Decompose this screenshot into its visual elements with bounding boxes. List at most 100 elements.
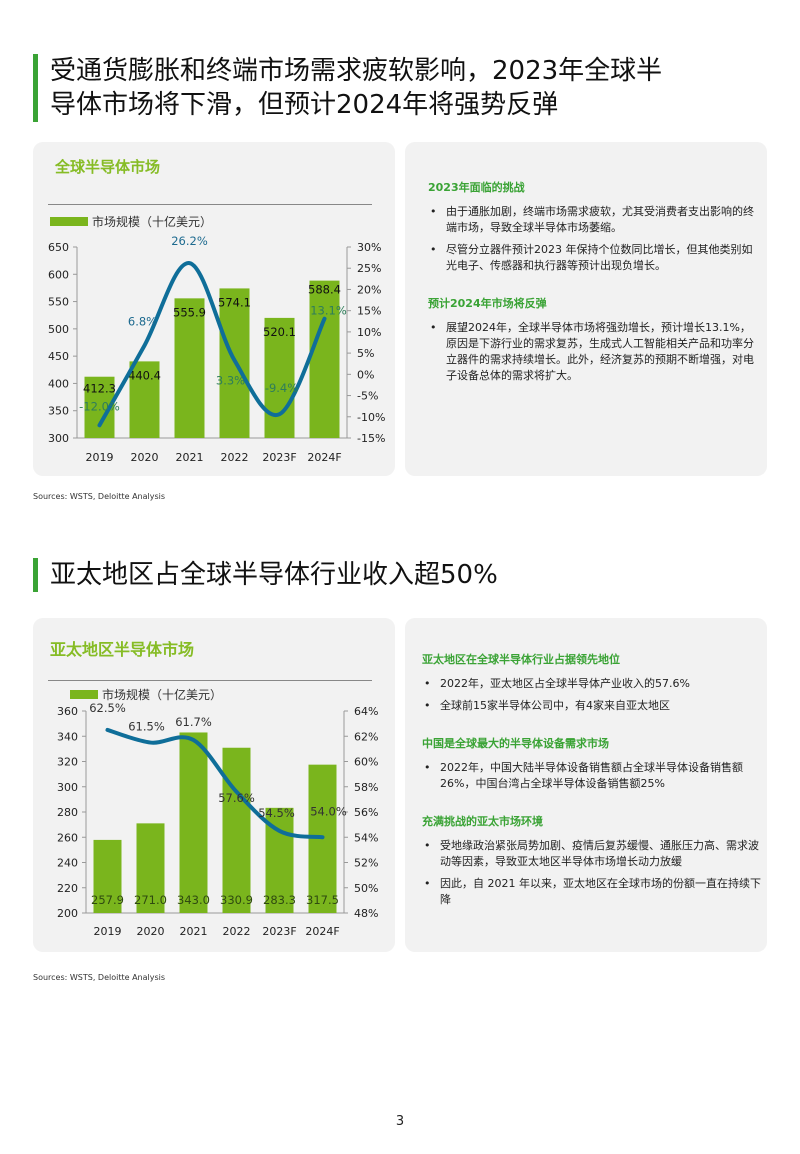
bar: [309, 280, 340, 438]
bullet-item: 展望2024年，全球半导体市场将强劲增长，预计增长13.1%，原因是下游行业的需…: [428, 320, 758, 384]
left-tick-label: 550: [48, 296, 69, 309]
divider: [48, 204, 372, 205]
bullet-list: 受地缘政治紧张局势加剧、疫情后复苏缓慢、通胀压力高、需求波动等因素，导致亚太地区…: [422, 838, 762, 908]
bar-value-label: 520.1: [263, 325, 296, 339]
left-tick-label: 500: [48, 323, 69, 336]
legend-swatch: [70, 690, 98, 699]
right-tick-label: 30%: [357, 241, 381, 254]
line-value-label: 13.1%: [310, 304, 347, 318]
text-heading: 2023年面临的挑战: [428, 181, 525, 194]
right-tick-label: 58%: [354, 781, 378, 794]
x-tick-label: 2022: [223, 925, 251, 938]
right-tick-label: 64%: [354, 705, 378, 718]
bar: [179, 732, 208, 913]
left-tick-label: 220: [57, 882, 78, 895]
legend-label: 市场规模（十亿美元）: [102, 688, 223, 702]
text-heading: 充满挑战的亚太市场环境: [422, 815, 543, 828]
divider: [48, 680, 372, 681]
right-tick-label: 54%: [354, 831, 378, 844]
right-tick-label: 50%: [354, 882, 378, 895]
left-tick-label: 240: [57, 857, 78, 870]
right-tick-label: -5%: [357, 390, 378, 403]
left-tick-label: 400: [48, 377, 69, 390]
left-tick-label: 650: [48, 241, 69, 254]
right-tick-label: 52%: [354, 857, 378, 870]
x-tick-label: 2024F: [305, 925, 339, 938]
right-tick-label: 5%: [357, 347, 374, 360]
x-tick-label: 2021: [180, 925, 208, 938]
chart-title: 全球半导体市场: [55, 158, 161, 176]
bullet-list: 2022年，中国大陆半导体设备销售额占全球半导体设备销售额26%，中国台湾占全球…: [422, 760, 762, 792]
left-tick-label: 600: [48, 268, 69, 281]
text-heading: 中国是全球最大的半导体设备需求市场: [422, 737, 609, 750]
text-panel-content: 亚太地区在全球半导体行业占据领先地位 2022年，亚太地区占全球半导体产业收入的5…: [422, 652, 762, 930]
x-tick-label: 2019: [86, 451, 114, 464]
right-tick-label: 56%: [354, 806, 378, 819]
right-tick-label: 0%: [357, 368, 374, 381]
bullet-list: 展望2024年，全球半导体市场将强劲增长，预计增长13.1%，原因是下游行业的需…: [428, 320, 758, 384]
bar-value-label: 412.3: [83, 382, 116, 396]
legend: 市场规模（十亿美元）: [50, 213, 212, 230]
bar-value-label: 257.9: [91, 893, 124, 907]
line-value-label: -9.4%: [265, 381, 298, 395]
bar-value-label: 343.0: [177, 893, 210, 907]
line-value-label: 3.3%: [216, 373, 245, 387]
sources: Sources: WSTS, Deloitte Analysis: [33, 492, 166, 501]
text-heading: 预计2024年市场将反弹: [428, 297, 547, 310]
bullet-item: 因此，自 2021 年以来，亚太地区在全球市场的份额一直在持续下降: [422, 876, 762, 908]
bar: [136, 823, 165, 913]
line-value-label: 26.2%: [171, 234, 208, 248]
left-tick-label: 340: [57, 730, 78, 743]
section1-title: 受通货膨胀和终端市场需求疲软影响，2023年全球半 导体市场将下滑，但预计202…: [33, 54, 662, 122]
text-heading: 亚太地区在全球半导体行业占据领先地位: [422, 653, 620, 666]
share-line: [105, 727, 325, 840]
x-tick-label: 2023F: [262, 925, 296, 938]
x-tick-label: 2020: [137, 925, 165, 938]
line-value-label: 62.5%: [89, 701, 126, 715]
sources: Sources: WSTS, Deloitte Analysis: [33, 973, 166, 982]
bar: [264, 317, 295, 438]
bullet-item: 受地缘政治紧张局势加剧、疫情后复苏缓慢、通胀压力高、需求波动等因素，导致亚太地区…: [422, 838, 762, 870]
bullet-item: 2022年，中国大陆半导体设备销售额占全球半导体设备销售额26%，中国台湾占全球…: [422, 760, 762, 792]
bullet-list: 由于通胀加剧，终端市场需求疲软，尤其受消费者支出影响的终端市场，导致全球半导体市…: [428, 204, 758, 274]
left-tick-label: 350: [48, 405, 69, 418]
x-tick-label: 2021: [176, 451, 204, 464]
title-line: 亚太地区占全球半导体行业收入超50%: [50, 560, 498, 590]
bullet-list: 2022年，亚太地区占全球半导体产业收入的57.6% 全球前15家半导体公司中，有…: [422, 676, 762, 714]
left-tick-label: 450: [48, 350, 69, 363]
text-panel-global: [405, 142, 767, 476]
bar-value-label: 555.9: [173, 305, 206, 319]
right-tick-label: 25%: [357, 262, 381, 275]
x-tick-label: 2023F: [262, 451, 296, 464]
line-value-label: -12.0%: [79, 399, 120, 413]
bar-value-label: 588.4: [308, 283, 341, 297]
right-tick-label: 60%: [354, 756, 378, 769]
bar-value-label: 440.4: [128, 368, 161, 382]
bar: [129, 361, 160, 438]
right-tick-label: 48%: [354, 907, 378, 920]
bar-value-label: 271.0: [134, 893, 167, 907]
x-tick-label: 2020: [131, 451, 159, 464]
line-value-label: 61.7%: [175, 715, 212, 729]
left-tick-label: 300: [48, 432, 69, 445]
left-tick-label: 200: [57, 907, 78, 920]
bar: [222, 747, 251, 913]
line-value-label: 61.5%: [128, 720, 165, 734]
share-line: [97, 261, 327, 428]
left-tick-label: 360: [57, 705, 78, 718]
line-value-label: 6.8%: [128, 314, 157, 328]
x-tick-label: 2019: [94, 925, 122, 938]
right-tick-label: 20%: [357, 283, 381, 296]
bar-value-label: 283.3: [263, 893, 296, 907]
right-tick-label: -10%: [357, 411, 385, 424]
right-tick-label: 62%: [354, 730, 378, 743]
bar-value-label: 317.5: [306, 893, 339, 907]
bullet-item: 尽管分立器件预计2023 年保持个位数同比增长，但其他类别如光电子、传感器和执行…: [428, 242, 758, 274]
text-panel-content: 2023年面临的挑战由于通胀加剧，终端市场需求疲软，尤其受消费者支出影响的终端市…: [428, 180, 758, 406]
title-line: 受通货膨胀和终端市场需求疲软影响，2023年全球半: [50, 56, 663, 86]
right-tick-label: -15%: [357, 432, 385, 445]
line-value-label: 54.0%: [310, 804, 347, 818]
bullet-item: 全球前15家半导体公司中，有4家来自亚太地区: [422, 698, 762, 714]
